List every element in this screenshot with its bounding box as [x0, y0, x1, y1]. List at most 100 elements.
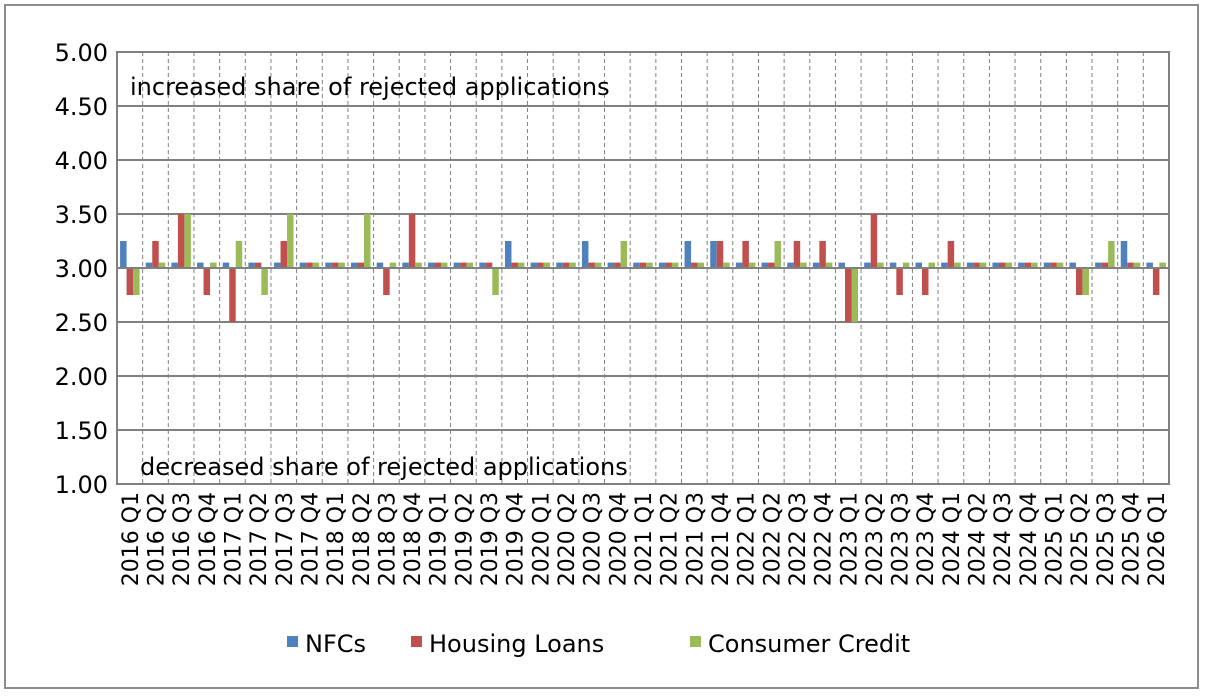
bar-nfcs — [864, 262, 871, 268]
bar-nfcs — [761, 262, 769, 268]
x-tick-label: 2020 Q3 — [581, 492, 606, 586]
bar-consumer-credit — [1056, 262, 1064, 268]
y-tick-label: 3.00 — [55, 255, 108, 283]
bar-consumer-credit — [158, 262, 166, 268]
bar-consumer-credit — [133, 268, 140, 295]
x-tick-label: 2020 Q4 — [606, 492, 631, 586]
x-tick-label: 2024 Q1 — [940, 492, 965, 586]
bar-consumer-credit — [287, 214, 294, 268]
legend-swatch — [690, 636, 701, 647]
bar-consumer-credit — [671, 262, 679, 268]
bar-consumer-credit — [338, 262, 345, 268]
x-tick-label: 2023 Q4 — [914, 492, 939, 586]
x-tick-label: 2017 Q3 — [273, 492, 298, 586]
bar-housing-loans — [331, 262, 339, 268]
x-tick-label: 2022 Q4 — [812, 492, 837, 586]
bar-nfcs — [684, 241, 692, 268]
y-tick-label: 3.50 — [55, 201, 108, 229]
bar-nfcs — [658, 262, 666, 268]
bar-housing-loans — [254, 262, 262, 268]
x-tick-label: 2016 Q3 — [170, 492, 195, 586]
bar-housing-loans — [845, 268, 852, 322]
bar-housing-loans — [1024, 262, 1032, 268]
bar-consumer-credit — [364, 214, 371, 268]
bar-nfcs — [504, 241, 512, 268]
bar-consumer-credit — [415, 262, 422, 268]
bar-nfcs — [402, 262, 409, 268]
bar-housing-loans — [485, 262, 493, 268]
bar-nfcs — [556, 262, 563, 268]
x-tick-label: 2021 Q2 — [658, 492, 683, 586]
x-tick-label: 2019 Q3 — [478, 492, 503, 586]
x-tick-label: 2025 Q2 — [1068, 492, 1093, 586]
x-tick-label: 2016 Q1 — [119, 492, 144, 586]
bar-consumer-credit — [877, 262, 884, 268]
bar-housing-loans — [768, 262, 775, 268]
bar-nfcs — [530, 262, 538, 268]
legend-swatch — [411, 636, 422, 647]
bar-housing-loans — [819, 241, 826, 268]
bar-housing-loans — [280, 241, 288, 268]
x-tick-label: 2021 Q4 — [709, 492, 734, 586]
x-tick-label: 2021 Q1 — [632, 492, 657, 586]
bar-consumer-credit — [210, 262, 217, 268]
x-axis: 2016 Q1 2016 Q2 2016 Q3 2016 Q4 2017 Q1 2017 … — [119, 492, 1170, 586]
bar-nfcs — [581, 241, 589, 268]
x-tick-label: 2016 Q4 — [196, 492, 221, 586]
bar-housing-loans — [716, 241, 724, 268]
x-tick-label: 2018 Q2 — [350, 492, 375, 586]
x-tick-label: 2021 Q3 — [683, 492, 708, 586]
chart-frame — [4, 4, 1199, 689]
bar-consumer-credit — [389, 262, 397, 268]
x-tick-label: 2018 Q1 — [324, 492, 349, 586]
bar-nfcs — [351, 262, 358, 268]
x-tick-label: 2023 Q1 — [837, 492, 862, 586]
x-tick-label: 2020 Q1 — [529, 492, 554, 586]
bar-housing-loans — [152, 241, 159, 268]
bar-consumer-credit — [543, 262, 551, 268]
bar-nfcs — [325, 262, 332, 268]
bar-consumer-credit — [440, 262, 448, 268]
bars — [117, 214, 1169, 322]
x-tick-label: 2023 Q2 — [863, 492, 888, 586]
bar-consumer-credit — [697, 262, 705, 268]
bar-nfcs — [376, 262, 384, 268]
annotation-increased: increased share of rejected applications — [130, 73, 610, 101]
bar-housing-loans — [742, 241, 749, 268]
bar-housing-loans — [896, 268, 903, 295]
x-tick-label: 2025 Q1 — [1043, 492, 1068, 586]
bar-nfcs — [427, 262, 435, 268]
bar-housing-loans — [691, 262, 698, 268]
x-tick-label: 2024 Q2 — [966, 492, 991, 586]
bar-consumer-credit — [825, 262, 833, 268]
legend-label: Housing Loans — [429, 630, 604, 658]
bar-consumer-credit — [1082, 268, 1089, 295]
bar-housing-loans — [793, 241, 801, 268]
bar-housing-loans — [177, 214, 185, 268]
y-tick-label: 2.50 — [55, 309, 108, 337]
bar-nfcs — [171, 262, 178, 268]
bar-consumer-credit — [1159, 262, 1166, 268]
bar-nfcs — [1018, 262, 1025, 268]
bar-housing-loans — [434, 262, 441, 268]
bar-nfcs — [915, 262, 922, 268]
x-tick-label: 2019 Q1 — [427, 492, 452, 586]
bar-nfcs — [992, 262, 999, 268]
bar-housing-loans — [203, 268, 211, 295]
bar-housing-loans — [947, 241, 955, 268]
bar-nfcs — [1120, 241, 1128, 268]
bar-consumer-credit — [723, 262, 730, 268]
bar-nfcs — [1069, 262, 1076, 268]
bar-nfcs — [248, 262, 255, 268]
bar-housing-loans — [1127, 262, 1134, 268]
annotation-decreased: decreased share of rejected applications — [140, 453, 628, 481]
x-tick-label: 2016 Q2 — [144, 492, 169, 586]
bar-consumer-credit — [851, 268, 859, 322]
bar-nfcs — [145, 262, 153, 268]
bar-housing-loans — [921, 268, 929, 295]
y-tick-label: 1.50 — [55, 417, 108, 445]
x-tick-label: 2017 Q2 — [247, 492, 272, 586]
bar-consumer-credit — [569, 262, 576, 268]
bar-consumer-credit — [492, 268, 499, 295]
